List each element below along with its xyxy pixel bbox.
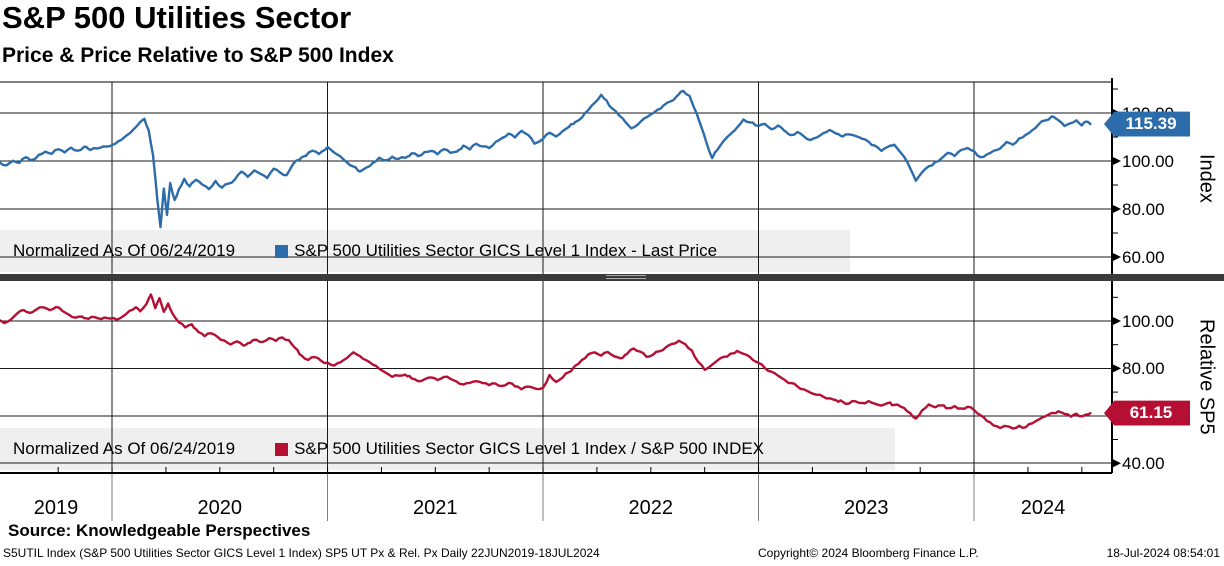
y-tick-label: 80.00 <box>1122 200 1165 219</box>
panel-divider-handle[interactable] <box>594 274 658 281</box>
relative-series-swatch-icon[interactable] <box>275 442 289 456</box>
price-normalized-label: Normalized As Of 06/24/2019 <box>13 241 236 260</box>
price-axis-title: Index <box>1195 153 1218 203</box>
y-tick-label: 60.00 <box>1122 248 1165 267</box>
grip-lines-icon <box>606 275 646 280</box>
x-tick-label: 2019 <box>33 497 79 519</box>
relative-last-value-badge: 61.15 <box>1104 400 1190 426</box>
price-series-swatch-icon[interactable] <box>275 244 289 258</box>
y-tick-label: 80.00 <box>1122 359 1165 379</box>
footer-description: S5UTIL Index (S&P 500 Utilities Sector G… <box>3 546 600 560</box>
x-tick-label: 2021 <box>413 497 458 519</box>
price-panel-legend: Normalized As Of 06/24/2019 S&P 500 Util… <box>0 230 863 272</box>
y-tick-label: 100.00 <box>1122 312 1174 331</box>
relative-normalized-label: Normalized As Of 06/24/2019 <box>13 439 236 458</box>
y-tick-label: 40.00 <box>1122 454 1165 474</box>
footer-timestamp: 18-Jul-2024 08:54:01 <box>1106 546 1220 560</box>
relative-series-label[interactable]: S&P 500 Utilities Sector GICS Level 1 In… <box>294 439 765 458</box>
relative-axis-title: Relative SP5 <box>1195 319 1218 435</box>
x-tick-label: 2023 <box>844 497 889 519</box>
relative-panel-legend: Normalized As Of 06/24/2019 S&P 500 Util… <box>0 428 908 470</box>
page-subtitle: Price & Price Relative to S&P 500 Index <box>2 44 394 67</box>
y-tick-label: 100.00 <box>1122 152 1174 171</box>
x-tick-label: 2022 <box>628 497 674 519</box>
relative-last-value: 61.15 <box>1129 403 1173 423</box>
footer-copyright: Copyright© 2024 Bloomberg Finance L.P. <box>758 546 979 560</box>
price-last-value-badge: 115.39 <box>1104 111 1190 137</box>
source-line: Source: Knowledgeable Perspectives <box>8 521 311 540</box>
price-series-label[interactable]: S&P 500 Utilities Sector GICS Level 1 In… <box>294 241 718 260</box>
page-title: S&P 500 Utilities Sector <box>2 0 352 35</box>
x-tick-label: 2024 <box>1020 497 1066 519</box>
x-tick-label: 2020 <box>197 497 243 519</box>
price-last-value: 115.39 <box>1125 114 1177 134</box>
